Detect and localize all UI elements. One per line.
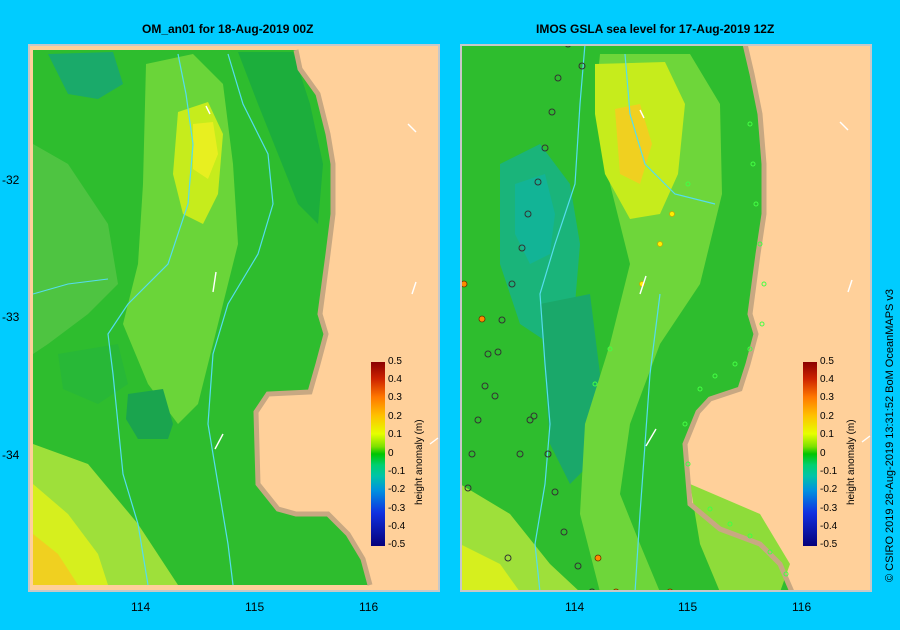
lat-label: -33 bbox=[2, 310, 20, 324]
dark-area bbox=[238, 52, 323, 224]
left-map-svg bbox=[28, 44, 440, 592]
colorbar-tick: -0.2 bbox=[820, 484, 838, 495]
lon-label: 114 bbox=[565, 600, 585, 614]
right-colorbar-label: height anomaly (m) bbox=[846, 419, 857, 505]
colorbar-tick: 0 bbox=[388, 448, 394, 459]
lon-label: 116 bbox=[792, 600, 812, 614]
observation-markers bbox=[464, 44, 596, 592]
colorbar-tick: -0.3 bbox=[820, 503, 838, 514]
yellowish-area bbox=[460, 544, 520, 592]
left-colorbar bbox=[371, 362, 385, 546]
yellow-core bbox=[33, 534, 78, 585]
yellow-hotspot bbox=[193, 122, 218, 179]
yellow-core bbox=[615, 104, 652, 184]
colorbar-tick: 0.3 bbox=[388, 392, 402, 403]
isobath-line bbox=[107, 53, 194, 586]
lat-label: -34 bbox=[2, 448, 20, 462]
teal-core bbox=[515, 174, 555, 264]
current-arrow-icon bbox=[205, 105, 439, 450]
colorbar-tick: -0.2 bbox=[388, 484, 406, 495]
colorbar-tick: -0.5 bbox=[820, 539, 838, 550]
observation-markers bbox=[592, 121, 789, 577]
colorbar-tick: 0.3 bbox=[820, 392, 834, 403]
left-map-panel bbox=[28, 44, 440, 592]
colorbar-tick: -0.4 bbox=[388, 521, 406, 532]
lon-label: 116 bbox=[359, 600, 379, 614]
credit-text: © CSIRO 2019 28-Aug-2019 13:31:52 BoM Oc… bbox=[884, 288, 896, 582]
left-colorbar-ticks: 0.5 0.4 0.3 0.2 0.1 0 -0.1 -0.2 -0.3 -0.… bbox=[388, 356, 418, 552]
lon-label: 115 bbox=[245, 600, 265, 614]
colorbar-tick: 0.2 bbox=[388, 411, 402, 422]
colorbar-tick: -0.1 bbox=[388, 466, 406, 477]
colorbar-tick: 0 bbox=[820, 448, 826, 459]
right-map-svg bbox=[460, 44, 872, 592]
light-band bbox=[33, 144, 118, 354]
colorbar-tick: -0.4 bbox=[820, 521, 838, 532]
colorbar-tick: 0.1 bbox=[820, 429, 834, 440]
lon-label: 114 bbox=[131, 600, 151, 614]
right-colorbar bbox=[803, 362, 817, 546]
colorbar-tick: -0.5 bbox=[388, 539, 406, 550]
lat-label: -32 bbox=[2, 173, 20, 187]
isobath-line bbox=[634, 293, 661, 592]
colorbar-tick: -0.1 bbox=[820, 466, 838, 477]
colorbar-tick: 0.2 bbox=[820, 411, 834, 422]
isobath-line bbox=[207, 53, 274, 586]
colorbar-tick: -0.3 bbox=[388, 503, 406, 514]
right-colorbar-ticks: 0.5 0.4 0.3 0.2 0.1 0 -0.1 -0.2 -0.3 -0.… bbox=[820, 356, 850, 552]
colorbar-tick: 0.5 bbox=[820, 356, 834, 367]
coastline bbox=[253, 49, 373, 586]
dark-area bbox=[48, 52, 123, 99]
dark-area bbox=[58, 344, 128, 404]
isobath-line bbox=[534, 44, 586, 592]
right-map-panel bbox=[460, 44, 872, 592]
colorbar-tick: 0.5 bbox=[388, 356, 402, 367]
lon-label: 115 bbox=[678, 600, 698, 614]
colorbar-tick: 0.4 bbox=[388, 374, 402, 385]
left-panel-title: OM_an01 for 18-Aug-2019 00Z bbox=[142, 22, 314, 36]
left-colorbar-label: height anomaly (m) bbox=[414, 419, 425, 505]
dark-area bbox=[126, 389, 173, 439]
coastline bbox=[682, 44, 795, 592]
current-arrow-icon bbox=[639, 109, 871, 447]
right-panel-title: IMOS GSLA sea level for 17-Aug-2019 12Z bbox=[536, 22, 775, 36]
colorbar-tick: 0.1 bbox=[388, 429, 402, 440]
isobath-line bbox=[624, 53, 716, 205]
colorbar-tick: 0.4 bbox=[820, 374, 834, 385]
isobath-line bbox=[32, 278, 109, 295]
